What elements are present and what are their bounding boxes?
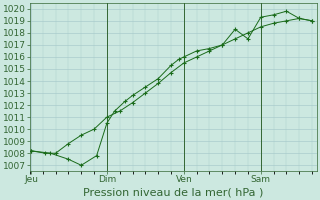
X-axis label: Pression niveau de la mer( hPa ): Pression niveau de la mer( hPa )	[84, 187, 264, 197]
